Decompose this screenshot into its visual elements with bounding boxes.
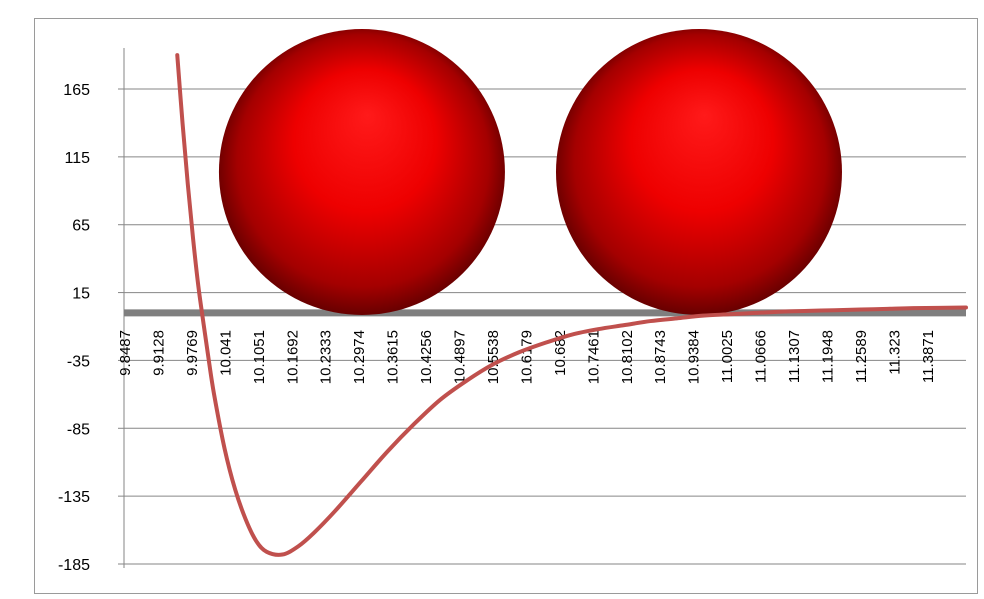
x-tick-label: 11.1948	[819, 330, 836, 383]
x-tick-label: 11.3871	[920, 330, 937, 383]
y-tick-label: 65	[72, 218, 90, 235]
x-tick-label: 10.1051	[251, 330, 268, 384]
spheres	[218, 29, 842, 315]
x-tick-label: 10.8102	[619, 330, 636, 384]
x-tick-label: 11.323	[886, 330, 903, 375]
sphere-mark	[555, 29, 842, 315]
x-tick-label: 10.8743	[652, 330, 669, 384]
x-tick-label: 11.0666	[753, 330, 770, 383]
x-axis-tick-labels: 9.8487 9.9128 9.9769 10.041 10.1051 10.1692 10…	[117, 330, 937, 384]
x-tick-label: 11.1307	[786, 330, 803, 383]
y-tick-label: -135	[58, 489, 90, 506]
x-tick-label: 10.682	[552, 330, 569, 376]
x-tick-label: 10.2333	[318, 330, 335, 384]
x-tick-label: 11.0025	[719, 330, 736, 383]
y-tick-label: 115	[64, 150, 90, 167]
y-axis: 165 115 65 15 -35 -85 -135 -185	[58, 48, 125, 574]
x-tick-label: 10.041	[217, 330, 234, 376]
x-tick-label: 10.9384	[686, 330, 703, 384]
x-tick-label: 10.4897	[452, 330, 469, 384]
x-tick-label: 10.7461	[585, 330, 602, 384]
y-tick-label: 15	[72, 286, 90, 303]
y-tick-label: -185	[58, 557, 90, 574]
y-tick-label: -35	[67, 353, 90, 370]
x-tick-label: 9.9128	[150, 330, 167, 376]
x-tick-label: 10.2974	[351, 330, 368, 384]
x-tick-label: 10.3615	[385, 330, 402, 384]
x-tick-label: 10.5538	[485, 330, 502, 384]
series-lines	[175, 53, 968, 557]
x-tick-label: 10.1692	[284, 330, 301, 384]
x-tick-label: 10.6179	[518, 330, 535, 384]
x-tick-label: 10.4256	[418, 330, 435, 384]
x-tick-label: 9.9769	[184, 330, 201, 376]
sphere-mark	[218, 29, 505, 315]
x-tick-label: 11.2589	[853, 330, 870, 383]
y-tick-label: 165	[63, 82, 90, 99]
x-tick-label: 9.8487	[117, 330, 134, 376]
series-line	[175, 53, 968, 557]
y-tick-label: -85	[67, 421, 90, 438]
